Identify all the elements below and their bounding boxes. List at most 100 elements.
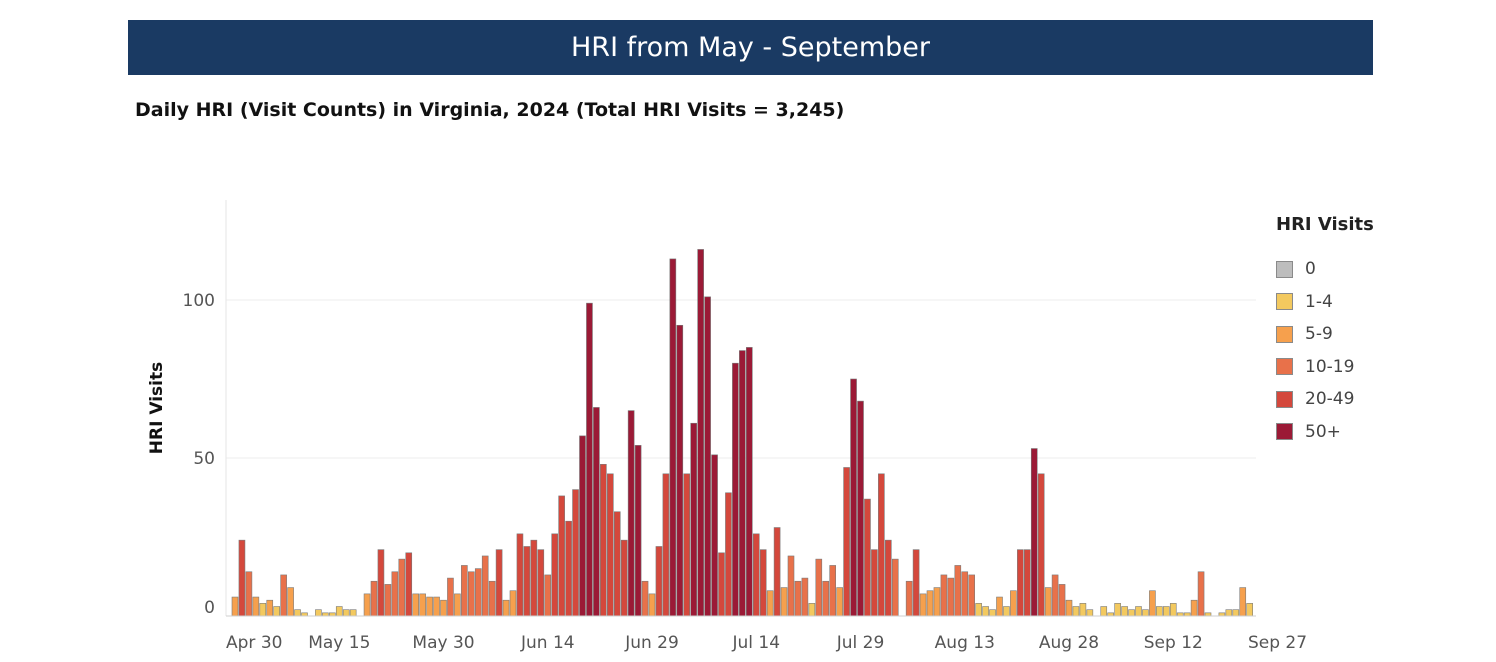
bar[interactable] bbox=[878, 473, 885, 617]
bar[interactable] bbox=[919, 593, 927, 617]
bar[interactable] bbox=[1003, 606, 1010, 617]
bar[interactable] bbox=[634, 445, 642, 617]
bar[interactable] bbox=[1135, 606, 1142, 617]
bar[interactable] bbox=[822, 580, 830, 617]
bar[interactable] bbox=[419, 593, 426, 617]
bar[interactable] bbox=[252, 596, 260, 617]
bar[interactable] bbox=[787, 555, 795, 617]
bar[interactable] bbox=[551, 533, 559, 617]
bar[interactable] bbox=[773, 527, 781, 617]
bar[interactable] bbox=[843, 467, 850, 617]
bar[interactable] bbox=[495, 549, 503, 617]
bar[interactable] bbox=[1037, 473, 1045, 617]
bar[interactable] bbox=[780, 587, 788, 617]
bar[interactable] bbox=[481, 555, 489, 617]
bar[interactable] bbox=[342, 609, 350, 617]
bar[interactable] bbox=[996, 596, 1003, 617]
bar[interactable] bbox=[363, 593, 371, 617]
bar[interactable] bbox=[558, 495, 565, 617]
bar[interactable] bbox=[989, 609, 996, 617]
bar[interactable] bbox=[815, 558, 823, 617]
bar[interactable] bbox=[280, 574, 287, 617]
bar[interactable] bbox=[1051, 574, 1059, 617]
bar[interactable] bbox=[488, 580, 496, 617]
bar[interactable] bbox=[238, 539, 246, 617]
bar[interactable] bbox=[572, 489, 579, 617]
bar[interactable] bbox=[871, 549, 878, 617]
bar[interactable] bbox=[586, 302, 593, 617]
bar[interactable] bbox=[836, 587, 843, 617]
bar[interactable] bbox=[676, 324, 684, 617]
bar[interactable] bbox=[377, 549, 385, 617]
bar[interactable] bbox=[467, 571, 475, 617]
bar[interactable] bbox=[982, 606, 989, 617]
bar[interactable] bbox=[1065, 599, 1073, 617]
bar[interactable] bbox=[474, 568, 482, 617]
bar[interactable] bbox=[412, 593, 420, 617]
legend-item[interactable]: 50+ bbox=[1276, 416, 1374, 449]
bar[interactable] bbox=[544, 574, 552, 617]
bar[interactable] bbox=[530, 539, 538, 617]
bar[interactable] bbox=[1044, 587, 1052, 617]
bar[interactable] bbox=[461, 565, 468, 617]
bar[interactable] bbox=[1121, 606, 1128, 617]
bar[interactable] bbox=[718, 552, 725, 617]
bar[interactable] bbox=[1197, 571, 1205, 617]
bar[interactable] bbox=[752, 533, 760, 617]
legend-item[interactable]: 20-49 bbox=[1276, 383, 1374, 416]
bar[interactable] bbox=[1058, 584, 1066, 617]
bar[interactable] bbox=[1086, 609, 1094, 617]
bar[interactable] bbox=[502, 599, 510, 617]
bar[interactable] bbox=[405, 552, 413, 617]
bar[interactable] bbox=[704, 296, 711, 617]
bar[interactable] bbox=[690, 422, 698, 617]
bar[interactable] bbox=[1156, 606, 1163, 617]
bar[interactable] bbox=[266, 599, 274, 617]
bar[interactable] bbox=[1225, 609, 1233, 617]
bar[interactable] bbox=[954, 565, 962, 617]
bar[interactable] bbox=[426, 596, 433, 617]
bar[interactable] bbox=[447, 577, 454, 617]
bar[interactable] bbox=[829, 565, 837, 617]
bar[interactable] bbox=[620, 539, 628, 617]
bar[interactable] bbox=[1142, 609, 1149, 617]
bar[interactable] bbox=[975, 603, 982, 617]
bar[interactable] bbox=[884, 539, 892, 617]
bar[interactable] bbox=[1079, 603, 1087, 617]
bar[interactable] bbox=[606, 473, 614, 617]
bar[interactable] bbox=[287, 587, 294, 617]
bar[interactable] bbox=[912, 549, 920, 617]
bar[interactable] bbox=[516, 533, 524, 617]
bar[interactable] bbox=[565, 520, 572, 617]
bar[interactable] bbox=[697, 249, 704, 617]
bar[interactable] bbox=[349, 609, 357, 617]
bar[interactable] bbox=[933, 587, 941, 617]
legend-item[interactable]: 5-9 bbox=[1276, 318, 1374, 351]
bar[interactable] bbox=[891, 558, 899, 617]
bar[interactable] bbox=[627, 410, 635, 617]
bar[interactable] bbox=[739, 350, 746, 617]
bar[interactable] bbox=[850, 378, 857, 617]
bar[interactable] bbox=[662, 473, 670, 617]
bar[interactable] bbox=[732, 362, 739, 617]
bar[interactable] bbox=[315, 609, 322, 617]
bar[interactable] bbox=[1017, 549, 1024, 617]
bar[interactable] bbox=[1246, 603, 1253, 617]
bar[interactable] bbox=[1163, 606, 1170, 617]
bar[interactable] bbox=[745, 347, 753, 617]
bar[interactable] bbox=[384, 584, 392, 617]
bar[interactable] bbox=[370, 580, 378, 617]
bar[interactable] bbox=[245, 571, 253, 617]
bar[interactable] bbox=[711, 454, 718, 617]
bar[interactable] bbox=[593, 407, 600, 617]
bar[interactable] bbox=[926, 590, 934, 617]
bar[interactable] bbox=[1010, 590, 1017, 617]
bar[interactable] bbox=[1030, 448, 1038, 617]
bar[interactable] bbox=[766, 590, 774, 617]
bar[interactable] bbox=[655, 546, 663, 617]
bar[interactable] bbox=[968, 574, 976, 617]
bar[interactable] bbox=[947, 577, 955, 617]
legend-item[interactable]: 0 bbox=[1276, 253, 1374, 286]
bar[interactable] bbox=[579, 435, 586, 617]
bar[interactable] bbox=[648, 593, 656, 617]
